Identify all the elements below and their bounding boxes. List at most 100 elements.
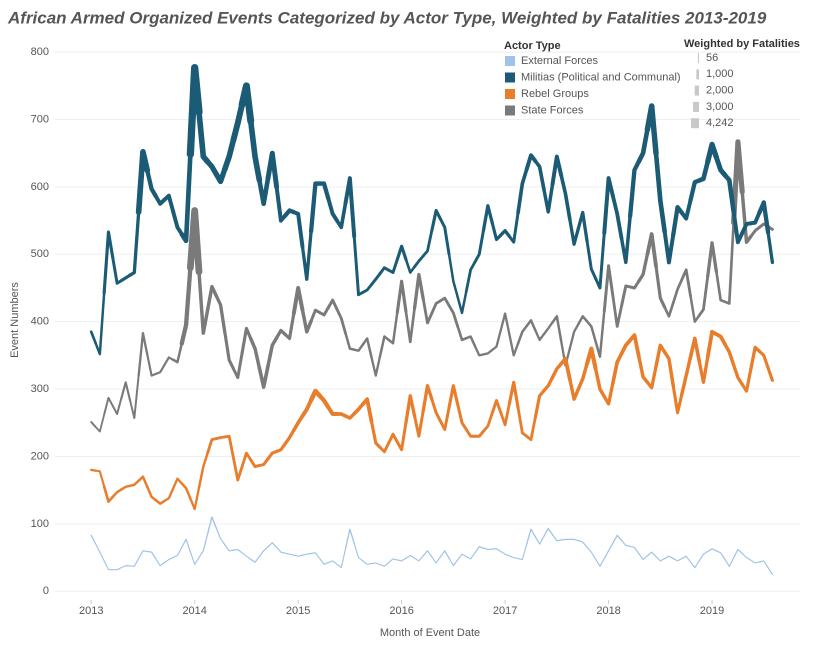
line-segment (300, 308, 313, 334)
line-segment (577, 540, 588, 548)
line-segment (646, 551, 657, 558)
line-segment (525, 319, 537, 332)
line-segment (439, 550, 450, 559)
line-segment (412, 272, 425, 310)
line-segment (129, 557, 140, 567)
line-segment (602, 176, 615, 236)
line-segment (343, 176, 357, 239)
line-segment (404, 258, 416, 274)
line-segment (257, 176, 271, 207)
line-segment (482, 547, 493, 551)
line-segment (482, 348, 494, 356)
legend-label: Militias (Political and Communal) (521, 71, 681, 83)
line-segment (525, 528, 536, 546)
line-segment (205, 284, 218, 312)
line-segment (507, 211, 520, 244)
line-segment (352, 402, 365, 416)
line-segment (593, 367, 607, 399)
line-segment (369, 419, 382, 449)
line-segment (654, 264, 667, 309)
line-segment (517, 543, 528, 561)
line-segment (369, 272, 382, 287)
size-legend-mark (693, 101, 699, 112)
line-segment (584, 346, 598, 371)
line-segment (94, 543, 105, 562)
size-legend-title: Weighted by Fatalities (684, 38, 800, 50)
line-segment (698, 550, 709, 562)
line-segment (671, 204, 685, 237)
line-segment (206, 516, 217, 535)
line-segment (197, 270, 210, 335)
line-segment (102, 230, 115, 295)
line-segment (758, 560, 769, 569)
line-segment (748, 210, 762, 226)
line-segment (447, 253, 459, 299)
line-segment (594, 231, 606, 290)
line-segment (276, 546, 286, 554)
line-segment (577, 315, 589, 326)
line-segment (179, 151, 193, 244)
line-segment (94, 413, 106, 433)
line-segment (757, 200, 771, 235)
line-segment (464, 260, 477, 293)
legend-label: External Forces (521, 55, 599, 67)
line-segment (705, 329, 719, 359)
line-segment (447, 384, 460, 410)
line-segment (257, 457, 270, 468)
line-segment (145, 168, 159, 199)
line-segment (731, 209, 745, 245)
line-segment (456, 290, 468, 315)
y-tick-label: 400 (31, 316, 49, 328)
line-segment (653, 150, 667, 234)
line-segment (361, 337, 373, 359)
line-segment (395, 279, 408, 314)
line-segment (344, 332, 356, 351)
line-segment (456, 402, 468, 431)
line-segment (524, 153, 538, 172)
line-segment (560, 538, 571, 541)
line-segment (283, 311, 296, 341)
x-tick-label: 2018 (596, 605, 620, 617)
line-segment (266, 449, 279, 461)
line-segment (740, 367, 753, 393)
line-segment (250, 555, 260, 563)
line-segment (387, 432, 399, 445)
line-segment (318, 306, 330, 317)
line-segment (723, 221, 735, 305)
line-segment (413, 254, 425, 269)
line-segment (90, 534, 97, 545)
line-segment (430, 208, 443, 233)
line-segment (395, 244, 408, 261)
line-segment (638, 552, 648, 561)
line-segment (413, 409, 425, 438)
y-tick-label: 200 (31, 450, 49, 462)
line-segment (550, 362, 563, 380)
line-segment (508, 555, 519, 560)
line-segment (120, 381, 132, 402)
line-segment (766, 230, 775, 265)
line-segment (361, 283, 373, 294)
line-segment (439, 296, 451, 307)
line-segment (594, 309, 606, 358)
line-segment (586, 546, 597, 560)
line-segment (189, 551, 200, 565)
line-segment (232, 456, 244, 482)
line-segment (490, 221, 503, 242)
line-segment (258, 546, 269, 558)
line-segment (551, 534, 562, 542)
line-segment (507, 380, 520, 410)
line-segment (146, 353, 157, 377)
line-segment (163, 556, 174, 564)
line-segment (352, 343, 365, 352)
line-segment (438, 217, 451, 256)
line-segment (336, 547, 347, 569)
line-segment (232, 548, 243, 554)
line-segment (456, 325, 468, 342)
line-segment (603, 542, 614, 560)
line-segment (491, 548, 502, 553)
line-segment (757, 349, 770, 370)
line-segment (465, 335, 477, 348)
line-segment (499, 312, 511, 336)
line-segment (128, 479, 140, 488)
